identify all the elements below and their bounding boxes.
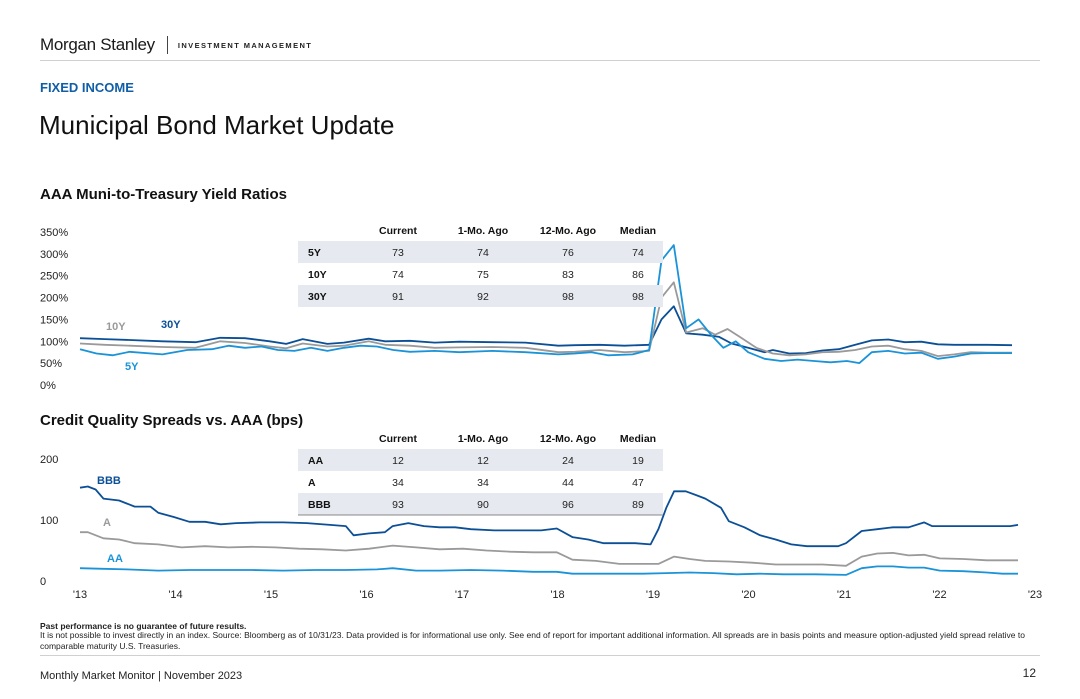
table-column-header: Current [379,433,417,445]
table-cell: 76 [562,247,574,259]
series-line-5y [79,244,1012,364]
ratio-chart-title: AAA Muni-to-Treasury Yield Ratios [40,186,287,203]
table-row-shade [298,285,663,307]
x-tick-label: '22 [932,589,946,601]
table-row-label: BBB [308,499,331,511]
table-column-header: Current [379,225,417,237]
table-cell: 96 [562,499,574,511]
x-tick-label: '14 [168,589,182,601]
y-tick-label: 100% [40,336,68,348]
table-column-header: 1-Mo. Ago [458,225,508,237]
y-tick-label: 100 [40,515,58,527]
credit-spread-chart: 0 100 200 '13 '14 '15 '16 '17 '18 '19 '20 '21 '22 '23… [40,433,1042,601]
series-line-a [80,531,1018,567]
table-cell: 89 [632,499,644,511]
division-name: INVESTMENT MANAGEMENT [177,40,313,50]
header: Morgan Stanley INVESTMENT MANAGEMENT [40,34,312,56]
series-label-aa: AA [107,553,123,565]
table-row-label: 30Y [308,291,327,303]
top-divider [40,60,1040,61]
y-tick-label: 0 [40,576,46,588]
x-tick-label: '20 [741,589,755,601]
series-line-aa [79,565,1018,576]
table-row-shade [298,493,663,515]
section-tag: FIXED INCOME [40,80,134,95]
table-column-header: 1-Mo. Ago [458,433,508,445]
series-label-5y: 5Y [125,361,139,373]
table-cell: 73 [392,247,404,259]
table-column-header: Median [620,225,656,237]
spread-chart-title: Credit Quality Spreads vs. AAA (bps) [40,412,304,429]
table-cell: 47 [632,477,644,489]
x-tick-label: '17 [455,589,469,601]
table-row-label: A [308,477,316,489]
x-tick-label: '16 [359,589,373,601]
y-tick-label: 250% [40,271,68,283]
table-cell: 12 [477,455,489,467]
x-tick-label: '19 [646,589,660,601]
table-cell: 34 [477,477,489,489]
table-cell: 92 [477,291,489,303]
yield-ratio-chart: 0% 50% 100% 150% 200% 250% 300% 350% 10Y 30Y 5Y Cur… [40,225,1013,392]
table-row-label: AA [308,455,324,467]
table-cell: 19 [632,455,644,467]
table-cell: 91 [392,291,404,303]
page-title: Municipal Bond Market Update [39,110,395,140]
table-cell: 12 [392,455,404,467]
table-cell: 34 [392,477,404,489]
series-label-30y: 30Y [161,319,181,331]
table-cell: 75 [477,269,489,281]
x-tick-label: '23 [1028,589,1042,601]
y-tick-label: 200 [40,454,58,466]
y-tick-label: 50% [40,358,62,370]
y-tick-label: 200% [40,293,68,305]
footnote-source: It is not possible to invest directly in… [40,630,1025,651]
series-label-bbb: BBB [97,475,121,487]
x-tick-label: '18 [550,589,564,601]
table-cell: 74 [632,247,644,259]
table-cell: 86 [632,269,644,281]
footnote-disclaimer: Past performance is no guarantee of futu… [40,621,247,631]
logo-divider [166,36,168,54]
footer-text: Monthly Market Monitor | November 2023 [40,670,243,682]
y-tick-label: 300% [40,249,68,261]
table-cell: 74 [392,269,404,281]
table-row-label: 5Y [308,247,321,259]
y-tick-label: 350% [40,227,68,239]
table-cell: 90 [477,499,489,511]
table-cell: 74 [477,247,489,259]
y-tick-label: 0% [40,380,56,392]
x-tick-label: '21 [837,589,851,601]
y-tick-label: 150% [40,314,68,326]
series-line-bbb [79,485,1019,548]
table-column-header: 12-Mo. Ago [540,225,596,237]
table-cell: 44 [562,477,574,489]
table-column-header: 12-Mo. Ago [540,433,596,445]
table-row-shade [298,241,663,263]
bottom-divider [40,655,1040,656]
table-cell: 98 [632,291,644,303]
table-row-label: 10Y [308,269,327,281]
table-cell: 98 [562,291,574,303]
table-cell: 24 [562,455,574,467]
x-tick-label: '15 [264,589,278,601]
series-label-a: A [103,517,111,529]
table-cell: 83 [562,269,574,281]
page-number: 12 [1022,666,1036,680]
x-tick-label: '13 [73,589,87,601]
table-row-shade [298,449,663,471]
table-cell: 93 [392,499,404,511]
table-column-header: Median [620,433,656,445]
series-label-10y: 10Y [106,321,126,333]
morgan-stanley-logo: Morgan Stanley [40,35,155,54]
